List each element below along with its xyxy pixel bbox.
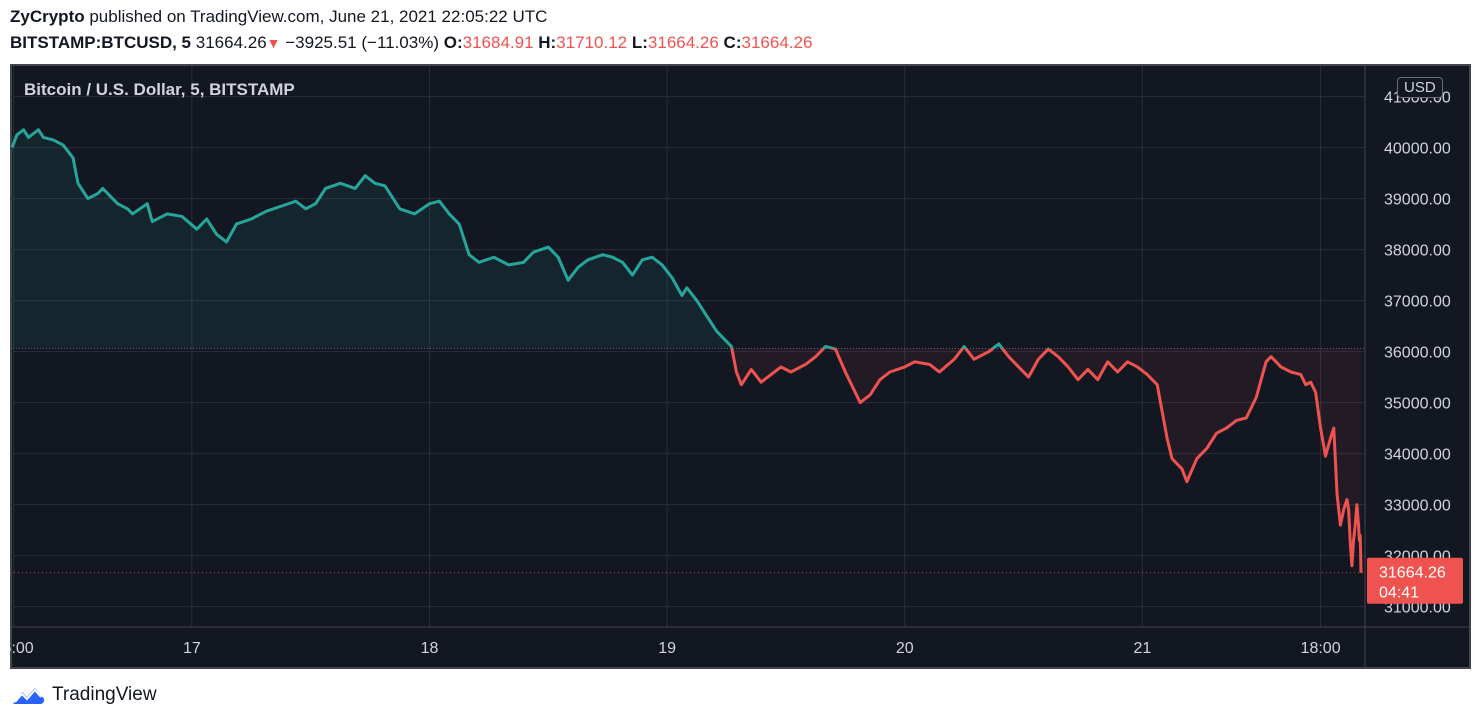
y-tick-label: 38000.00	[1384, 243, 1451, 260]
series-legend-title[interactable]: Bitcoin / U.S. Dollar, 5, BITSTAMP	[24, 80, 295, 99]
x-tick-label: 20	[896, 640, 914, 657]
y-tick-label: 33000.00	[1384, 498, 1451, 515]
y-tick-label: 31000.00	[1384, 600, 1451, 617]
candle-countdown: 04:41	[1379, 585, 1419, 602]
price-line-up	[10, 128, 1051, 349]
price-chart[interactable]: 31000.0032000.0033000.0034000.0035000.00…	[10, 64, 1471, 669]
x-tick-label: 19	[658, 640, 676, 657]
y-tick-label: 37000.00	[1384, 294, 1451, 311]
currency-badge[interactable]: USD	[1397, 77, 1443, 98]
close-label: C:	[723, 33, 742, 52]
price-line-down	[730, 348, 1363, 573]
open-label: O:	[443, 33, 463, 52]
x-tick-label: 18	[421, 640, 439, 657]
area-fill-down	[731, 348, 1361, 573]
chart-frame[interactable]	[10, 64, 1471, 669]
open-value: 31684.91	[462, 33, 534, 52]
y-tick-label: 39000.00	[1384, 192, 1451, 209]
published-text: published on TradingView.com, June 21, 2…	[84, 7, 548, 26]
x-tick-label: 21	[1133, 640, 1151, 657]
tradingview-cloud-icon	[12, 688, 45, 704]
y-tick-label: 34000.00	[1384, 447, 1451, 464]
tradingview-logo[interactable]: TradingView	[10, 683, 157, 707]
publication-info: ZyCrypto published on TradingView.com, J…	[10, 7, 547, 27]
high-label: H:	[538, 33, 557, 52]
high-value: 31710.12	[556, 33, 628, 52]
y-tick-label: 40000.00	[1384, 141, 1451, 158]
low-label: L:	[631, 33, 648, 52]
last-price: 31664.26	[195, 33, 267, 52]
tradingview-brand-text: TradingView	[52, 684, 157, 705]
author-name[interactable]: ZyCrypto	[10, 7, 85, 26]
x-tick-label: 18:00	[1301, 640, 1341, 657]
x-tick-label: 17	[183, 640, 201, 657]
down-arrow-icon: ▼	[266, 35, 281, 51]
y-tick-label: 36000.00	[1384, 345, 1451, 362]
quote-summary: BITSTAMP:BTCUSD, 5 31664.26▼ −3925.51 (−…	[10, 33, 812, 53]
last-price-tag	[1367, 557, 1463, 604]
area-fill-up	[12, 129, 1361, 349]
symbol-label: BITSTAMP:BTCUSD, 5	[10, 33, 192, 52]
low-value: 31664.26	[647, 33, 719, 52]
close-value: 31664.26	[741, 33, 813, 52]
y-tick-label: 35000.00	[1384, 396, 1451, 413]
price-change: −3925.51 (−11.03%)	[285, 33, 439, 52]
last-price-tag-value: 31664.26	[1379, 565, 1446, 582]
x-tick-label: 06:00	[10, 640, 34, 657]
